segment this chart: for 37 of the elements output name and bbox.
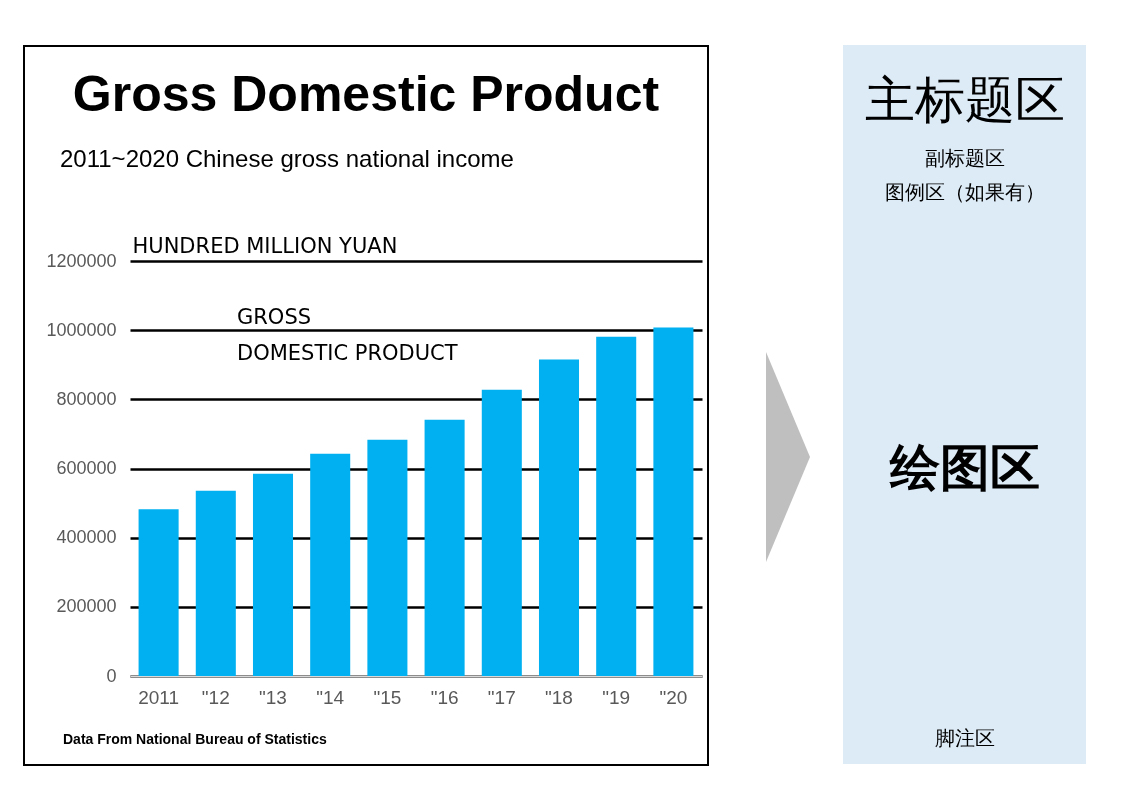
bar: [252, 473, 294, 676]
x-tick-label: "15: [373, 686, 402, 708]
text: 绘图区: [888, 437, 1041, 499]
x-tick-label: "17: [487, 686, 516, 708]
y-tick-label: 0: [106, 665, 117, 686]
bar: [596, 336, 637, 676]
y-tick-label: 400000: [56, 527, 117, 548]
text: 副标题区: [923, 145, 1006, 172]
bar: [424, 419, 465, 676]
x-tick-label: "16: [430, 686, 459, 708]
x-tick-label: "12: [201, 686, 230, 708]
x-tick-label: "20: [659, 686, 688, 708]
y-tick-label: 800000: [56, 388, 117, 409]
chart-subtitle: 2011~2020 Chinese gross national income: [60, 145, 514, 173]
bar: [138, 509, 179, 676]
bar: [538, 359, 580, 676]
x-tick-label: "19: [602, 686, 631, 708]
y-tick-label: 1000000: [46, 319, 117, 340]
text: Data From National Bureau of Statistics: [63, 731, 327, 747]
chart-title: Gross Domestic Product: [71, 65, 661, 123]
text: 主标题区: [863, 70, 1066, 131]
text: 图例区（如果有）: [883, 179, 1046, 206]
bar: [653, 327, 694, 676]
y-tick-label: 600000: [56, 458, 117, 478]
bar: [367, 439, 408, 676]
y-tick-label: 200000: [56, 596, 117, 617]
y-axis-title: HUNDRED MILLION YUAN: [132, 233, 398, 258]
bar: [195, 490, 236, 676]
annotation: GROSS DOMESTIC PRODUCT: [237, 305, 458, 365]
bar: [310, 453, 351, 676]
y-tick-label: 1200000: [46, 250, 117, 271]
text: 脚注区: [933, 725, 996, 752]
x-tick-label: "18: [545, 686, 573, 708]
bar: [481, 389, 522, 676]
x-tick-label: "13: [259, 686, 287, 708]
x-tick-label: "14: [316, 686, 345, 708]
x-tick-label: 2011: [138, 686, 180, 708]
